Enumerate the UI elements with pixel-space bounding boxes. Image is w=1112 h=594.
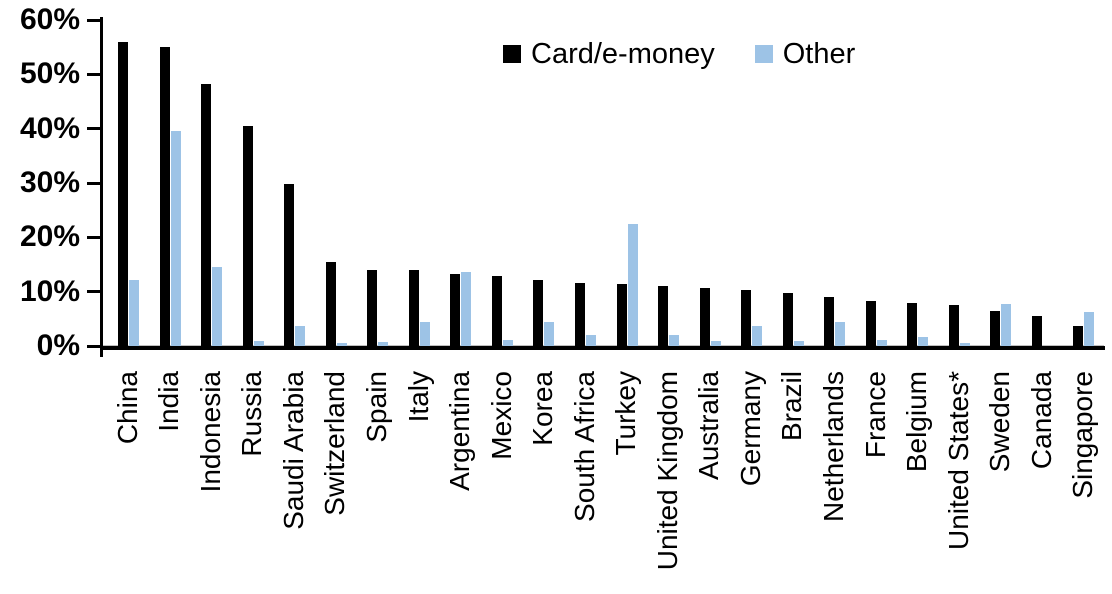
plot-baseline-gridline	[103, 345, 1104, 346]
bar-card-emoney-turkey	[616, 284, 627, 346]
bar-other-germany	[752, 325, 763, 346]
bar-card-emoney-brazil	[782, 292, 793, 346]
x-axis-label-china: China	[111, 371, 143, 445]
y-axis-tick-mark	[87, 18, 101, 22]
y-axis-tick-label: 20%	[19, 220, 80, 254]
y-axis-tick-mark	[87, 127, 101, 131]
y-axis-tick-mark	[87, 181, 101, 185]
x-axis-label-france: France	[859, 371, 891, 459]
y-axis-tick-mark	[87, 344, 101, 348]
x-axis-label-brazil: Brazil	[776, 371, 808, 442]
bar-card-emoney-india	[159, 47, 170, 346]
bar-card-emoney-russia	[242, 125, 253, 346]
bar-other-argentina	[461, 271, 472, 346]
x-axis-label-indonesia: Indonesia	[194, 371, 226, 493]
bar-other-russia	[253, 341, 264, 346]
x-axis-label-mexico: Mexico	[485, 371, 517, 460]
legend-label-other: Other	[782, 38, 856, 70]
x-axis-label-united-states-: United States*	[942, 371, 974, 550]
legend-swatch-card-emoney	[503, 45, 521, 63]
bar-card-emoney-belgium	[907, 303, 918, 346]
x-axis-label-spain: Spain	[361, 371, 393, 443]
x-axis-label-south-africa: South Africa	[568, 371, 600, 522]
bar-other-saudi-arabia	[295, 325, 306, 346]
bar-card-emoney-south-africa	[574, 282, 585, 346]
bar-card-emoney-canada	[1031, 315, 1042, 346]
bar-other-spain	[378, 341, 389, 346]
x-axis-label-india: India	[153, 371, 185, 432]
y-axis-line	[100, 17, 103, 357]
x-axis-label-sweden: Sweden	[984, 371, 1016, 473]
x-axis-label-switzerland: Switzerland	[319, 371, 351, 516]
x-axis-label-turkey: Turkey	[610, 371, 642, 456]
x-axis-label-germany: Germany	[734, 371, 766, 487]
chart-legend: Card/e-money Other	[503, 38, 855, 70]
x-axis-label-canada: Canada	[1025, 371, 1057, 470]
bar-card-emoney-italy	[408, 270, 419, 346]
y-axis-tick-mark	[87, 290, 101, 294]
bar-card-emoney-switzerland	[325, 262, 336, 346]
bar-card-emoney-china	[118, 41, 128, 346]
bar-other-turkey	[627, 224, 638, 346]
x-axis-label-argentina: Argentina	[444, 371, 476, 491]
x-axis-label-united-kingdom: United Kingdom	[651, 371, 683, 571]
bar-card-emoney-netherlands	[824, 297, 835, 346]
bar-card-emoney-korea	[533, 280, 544, 346]
bar-other-sweden	[1001, 304, 1012, 346]
x-axis-label-saudi-arabia: Saudi Arabia	[277, 371, 309, 530]
y-axis-tick-label: 50%	[19, 57, 80, 91]
y-axis-tick-label: 0%	[36, 329, 80, 362]
bar-card-emoney-france	[865, 300, 876, 346]
bar-other-australia	[710, 341, 721, 346]
x-axis-label-belgium: Belgium	[901, 371, 933, 473]
legend-item-card-emoney: Card/e-money	[503, 38, 715, 70]
x-axis-label-italy: Italy	[402, 371, 434, 423]
x-axis-label-australia: Australia	[693, 371, 725, 480]
bar-other-singapore	[1084, 311, 1095, 346]
bar-card-emoney-united-states-	[948, 305, 959, 346]
bar-other-south-africa	[585, 334, 596, 346]
y-axis-tick-label: 30%	[19, 166, 80, 199]
bar-other-korea	[544, 322, 555, 346]
y-axis-tick-label: 60%	[19, 3, 80, 36]
y-axis-tick-label: 40%	[19, 111, 80, 145]
x-axis-label-singapore: Singapore	[1067, 371, 1099, 499]
bar-card-emoney-singapore	[1073, 326, 1084, 346]
x-axis-label-russia: Russia	[236, 371, 268, 457]
bar-card-emoney-indonesia	[201, 83, 212, 346]
bar-other-indonesia	[212, 267, 223, 346]
bar-card-emoney-germany	[741, 290, 752, 346]
bar-other-china	[129, 279, 139, 346]
bar-other-italy	[419, 322, 430, 346]
bar-other-belgium	[918, 336, 929, 346]
bar-other-brazil	[793, 340, 804, 346]
legend-swatch-other	[754, 45, 773, 63]
bar-card-emoney-saudi-arabia	[284, 184, 295, 346]
bar-other-mexico	[502, 340, 513, 346]
y-axis-tick-mark	[87, 72, 101, 76]
bar-card-emoney-united-kingdom	[658, 286, 669, 346]
bar-other-united-states-	[959, 343, 970, 346]
bar-other-france	[876, 340, 887, 346]
x-axis-label-netherlands: Netherlands	[817, 371, 849, 522]
bar-card-emoney-australia	[699, 288, 710, 346]
x-axis-line	[100, 346, 1105, 350]
x-axis-label-korea: Korea	[527, 371, 559, 446]
bar-other-united-kingdom	[669, 334, 680, 346]
bar-other-switzerland	[336, 342, 347, 346]
bar-other-netherlands	[835, 322, 846, 346]
bar-other-india	[170, 130, 181, 346]
y-axis-tick-label: 10%	[19, 274, 80, 308]
y-axis-tick-mark	[87, 235, 101, 239]
bar-card-emoney-argentina	[450, 273, 461, 346]
bar-card-emoney-mexico	[491, 276, 502, 346]
legend-item-other: Other	[754, 38, 856, 70]
bar-card-emoney-spain	[367, 269, 378, 346]
legend-label-card-emoney: Card/e-money	[531, 38, 715, 70]
bar-card-emoney-sweden	[990, 310, 1001, 346]
